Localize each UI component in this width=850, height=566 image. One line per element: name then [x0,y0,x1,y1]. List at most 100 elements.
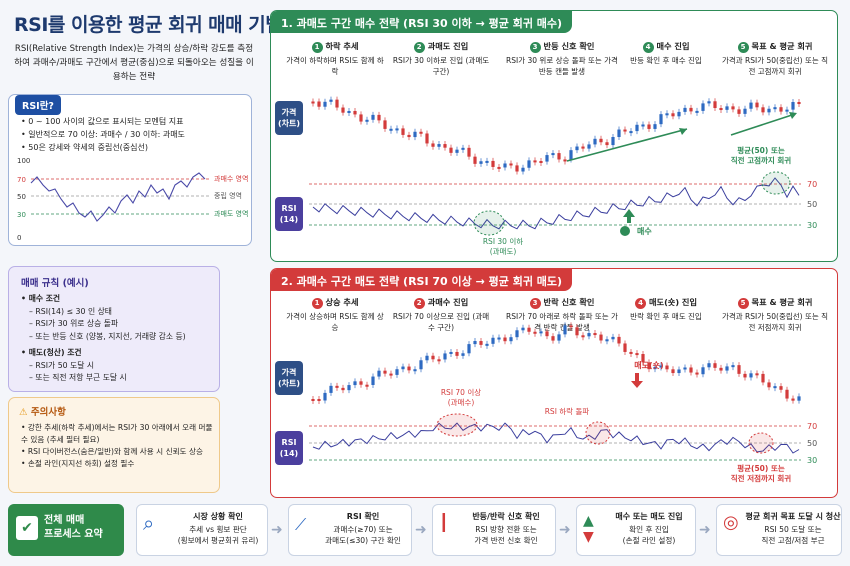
candle-body [557,334,561,341]
candle-body [371,376,375,385]
candle-body [731,365,735,368]
candle-body [773,107,777,110]
summary-card-4: ▲ ▼ 매수 또는 매도 진입 확인 후 진입 (손절 라인 설정) [576,504,696,556]
candle-body [629,351,633,354]
tick-label: 50 [17,193,26,201]
candle-body [455,351,459,356]
summary-card-2: ⟋ RSI 확인 과매수(≥70) 또는 과매도(≤30) 구간 확인 [288,504,412,556]
oversold-buy-panel: 1. 과매도 구간 매수 전략 (RSI 30 이하 → 평균 회귀 매수) 1… [270,10,838,262]
candle-body [377,114,381,121]
checklist-icon: ✔ [16,516,38,540]
candle-body [611,336,615,340]
candle-body [605,339,609,342]
sell-arrow-icon [631,373,643,388]
candle-body [437,144,441,147]
candle-body [623,129,627,132]
candle-body [701,367,705,375]
sell-condition: – 또는 직전 저항 부근 도달 시 [29,373,127,382]
candle-body [539,161,543,164]
sell-condition: – RSI가 50 도달 시 [29,360,95,370]
warning-title: 주의사항 [30,407,66,418]
candle-body [581,146,585,149]
candle-body [563,325,567,335]
candle-body [563,159,567,162]
candle-body [491,337,495,344]
page-subtitle: RSI(Relative Strength Index)는 가격의 상승/하락 … [14,44,254,82]
candle-body [551,336,555,341]
panel1-step-1: 1 하락 추세 가격이 하락하며 RSI도 함께 하락 [286,41,384,76]
zone-label-overbought: 과매수 영역 [214,174,248,183]
buy-condition: – RSI가 30 위로 상승 돌파 [29,319,119,328]
candle-body [641,124,645,127]
candle-body [791,102,795,110]
candle-body [533,331,537,334]
rsi-bullet: • 50은 강세와 약세의 중립선(중심선) [21,143,148,152]
candle-body [485,160,489,163]
panel2-step-1: 1 상승 추세 가격이 상승하며 RSI도 함께 상승 [286,297,384,332]
candle-body [425,355,429,361]
candle-body [761,373,765,383]
buy-condition-title: • 매수 조건 [21,294,61,303]
rsi-mini-line [30,172,206,222]
candle-body [545,331,549,337]
candle-body [677,111,681,117]
panel1-chart: 70 50 30 RSI 30 이하 (과매도) 매수 평균(50) 또는 직전 고… [309,96,817,256]
candle-body [683,367,687,370]
level-label: 30 [807,221,817,230]
candle-body [677,369,681,374]
candle-body [347,385,351,391]
candle-body [389,373,393,376]
tick-label: 30 [17,211,26,219]
candle-body [743,373,747,378]
candle-body [425,133,429,144]
panel2-rsi-label: RSI (14) [275,431,303,465]
zone-label-neutral: 중립 영역 [214,191,242,200]
rsi-bullet: • 일반적으로 70 이상: 과매수 / 30 이하: 과매도 [21,130,185,139]
level-label: 70 [807,422,817,431]
panel2-title: 2. 과매수 구간 매도 전략 (RSI 70 이상 → 평균 회귀 매도) [271,269,573,291]
candle-body [695,110,699,113]
candle-body [347,110,351,113]
candle-body [341,107,345,113]
candle-body [647,362,651,370]
candle-body [509,163,513,166]
candle-body [455,149,459,153]
candle-body [401,128,405,135]
candlestick-icon: ┃ [439,513,449,532]
panel1-rsi-label: RSI (14) [275,197,303,231]
panel2-step-3: 3 반락 신호 확인 RSI가 70 아래로 하락 돌파 또는 가격 반락 캔들 발… [506,297,618,332]
candle-body [647,124,651,129]
line-chart-icon: ⟋ [295,515,307,534]
candle-body [521,327,525,331]
candle-body [371,114,375,120]
candle-body [611,137,615,146]
candle-body [431,355,435,360]
candle-body [431,143,435,147]
trading-rules-box: 매매 규칙 (예시) • 매수 조건 – RSI(14) ≤ 30 인 상태 –… [8,266,220,392]
candle-body [473,156,477,164]
candle-body [317,399,321,401]
warning-box: ⚠ 주의사항 • 강한 추세(하락 추세)에서는 RSI가 30 아래에서 오래… [8,397,220,493]
panel1-buy-annotation: 매수 [637,226,652,236]
candle-body [575,146,579,151]
panel2-step-4: 4 매도(숏) 진입 반락 확인 후 매도 진입 [630,297,702,321]
candle-body [521,167,525,172]
candle-body [437,359,441,362]
candle-body [533,160,537,163]
candle-body [497,337,501,340]
candle-body [587,144,591,149]
candle-body [719,367,723,371]
candle-body [377,370,381,377]
candle-body [665,113,669,116]
candle-body [629,131,633,134]
candle-body [473,341,477,345]
tick-label: 70 [17,176,26,184]
panel1-step-4: 4 매수 진입 반등 확인 후 매수 진입 [630,41,702,65]
candle-body [725,106,729,110]
candle-body [587,333,591,337]
candle-body [599,138,603,143]
candle-body [797,102,801,105]
candle-body [713,363,717,368]
overbought-sell-panel: 2. 과매수 구간 매도 전략 (RSI 70 이상 → 평균 회귀 매도) 1… [270,268,838,498]
candle-body [407,366,411,371]
